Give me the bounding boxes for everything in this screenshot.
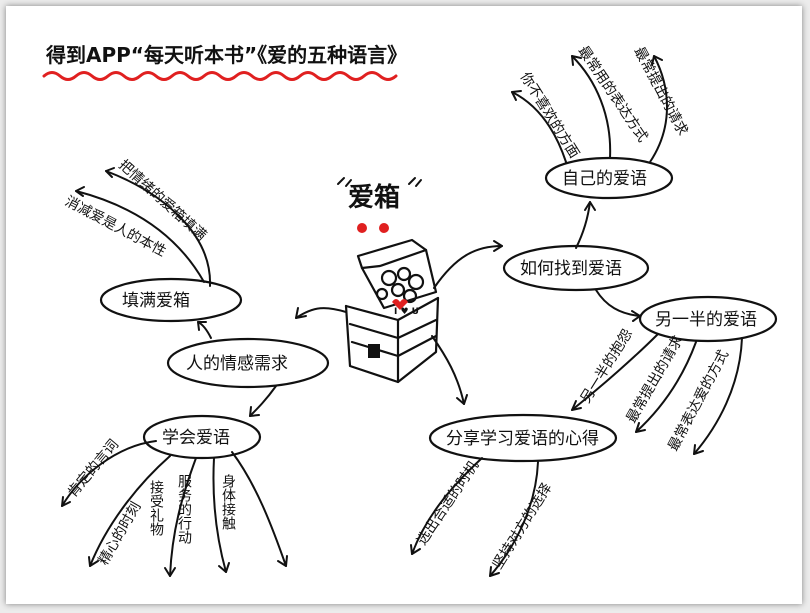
node-emotional-needs-bubble bbox=[166, 337, 330, 389]
node-find-love-language: 如何找到爱语 bbox=[520, 259, 622, 279]
center-quote-right bbox=[408, 177, 422, 187]
leaf-learn-2: 精心的时刻 bbox=[96, 499, 145, 568]
node-share-experience: 分享学习爱语的心得 bbox=[446, 429, 599, 449]
center-label: 爱箱 bbox=[348, 182, 400, 213]
chest-heart-text: I ♥ U bbox=[394, 307, 419, 317]
center-quote-left bbox=[337, 177, 352, 187]
leaf-partner-1: 另一半的抱怨 bbox=[578, 326, 636, 406]
node-fill-love-tank-bubble bbox=[99, 277, 243, 323]
leaf-learn-5: 身体接触 bbox=[220, 474, 236, 531]
leaf-own-1: 你不喜欢的方面 bbox=[517, 70, 583, 162]
red-dot-left bbox=[357, 223, 367, 233]
leaf-learn-4: 服务的行动 bbox=[176, 474, 192, 545]
node-emotional-needs: 人的情感需求 bbox=[186, 354, 288, 374]
mind-map-canvas: 得到APP“每天听本书”《爱的五种语言》 爱箱 I ♥ U 人的情感需求 填满爱… bbox=[6, 6, 802, 604]
node-partner-love-language: 另一半的爱语 bbox=[655, 310, 757, 330]
node-own-love-language: 自己的爱语 bbox=[562, 169, 647, 189]
mind-map-svg: 得到APP“每天听本书”《爱的五种语言》 爱箱 I ♥ U 人的情感需求 填满爱… bbox=[42, 43, 778, 577]
love-tank-chest-icon: I ♥ U bbox=[344, 238, 440, 384]
leaf-learn-1: 肯定的言词 bbox=[65, 437, 122, 501]
red-dot-right bbox=[379, 223, 389, 233]
node-learn-love-language: 学会爱语 bbox=[162, 428, 230, 448]
title-wavy-underline bbox=[42, 71, 398, 81]
leaf-partner-3: 最常表达爱的方式 bbox=[665, 347, 732, 453]
node-partner-love-language-bubble bbox=[638, 295, 778, 343]
node-share-experience-bubble bbox=[428, 413, 618, 463]
leaf-share-1: 选出合适的时机 bbox=[414, 458, 482, 548]
node-learn-love-language-bubble bbox=[142, 414, 262, 460]
leaf-share-2: 坚持对方的选择 bbox=[490, 481, 556, 573]
page-title: 得到APP“每天听本书”《爱的五种语言》 bbox=[45, 43, 407, 67]
leaf-learn-3: 接受礼物 bbox=[148, 479, 164, 537]
node-fill-love-tank: 填满爱箱 bbox=[122, 291, 190, 311]
